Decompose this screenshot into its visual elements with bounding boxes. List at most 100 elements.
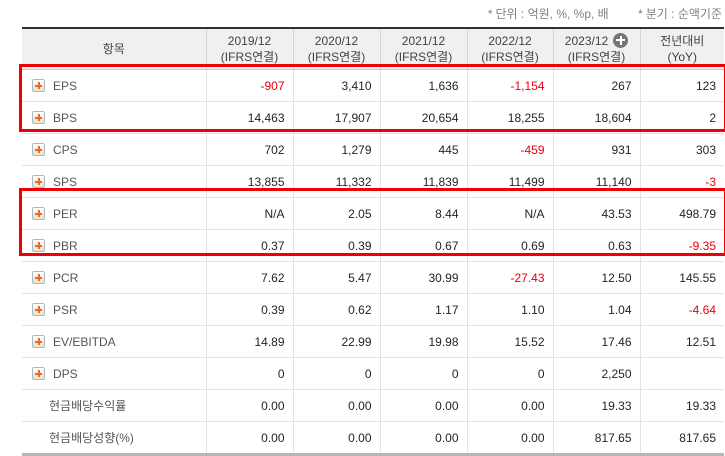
value-cell: 14,463 [205, 101, 293, 134]
financial-ratios-table: 항목 2019/12 (IFRS연결) 2020/12 (IFRS연결) 2021/12… [22, 27, 724, 456]
row-label-cell: PER [22, 197, 206, 230]
column-period-label: 2020/12 [314, 33, 359, 48]
value-cell: N/A [205, 197, 293, 230]
value-cell: -9.35 [639, 229, 724, 262]
expand-row-icon[interactable] [32, 366, 45, 380]
table-row: SPS 13,855 11,332 11,839 11,499 11,140 -3 [22, 165, 724, 198]
value-cell: 18,604 [552, 101, 640, 134]
value-cell: 14.89 [205, 325, 293, 358]
row-label: BPS [53, 110, 78, 125]
value-cell: 0 [292, 357, 380, 390]
value-cell: 11,140 [552, 165, 640, 198]
row-label: PBR [53, 238, 78, 253]
value-cell: 43.53 [552, 197, 640, 230]
period-note-text: 분기 : 순액기준 [645, 7, 722, 21]
row-label-cell: EPS [22, 69, 206, 102]
header-row: 항목 2019/12 (IFRS연결) 2020/12 (IFRS연결) 2021/12… [22, 27, 724, 70]
value-cell: 123 [639, 69, 724, 102]
value-cell: 0.00 [205, 389, 293, 422]
period-column-header: 2022/12 (IFRS연결) [466, 27, 553, 70]
table-row: 현금배당수익률 0.00 0.00 0.00 0.00 19.33 19.33 [22, 389, 724, 422]
row-label: DPS [53, 366, 78, 381]
value-cell: 19.33 [552, 389, 640, 422]
value-cell: 0.69 [466, 229, 553, 262]
period-column-header: 전년대비 (YoY) [639, 27, 724, 70]
period-column-header: 2019/12 (IFRS연결) [205, 27, 293, 70]
value-cell: 702 [205, 133, 293, 166]
value-cell: -459 [466, 133, 553, 166]
value-cell: 20,654 [379, 101, 467, 134]
value-cell: 267 [552, 69, 640, 102]
value-cell: 5.47 [292, 261, 380, 294]
expand-all-columns-icon[interactable] [613, 32, 629, 48]
value-cell: 3,410 [292, 69, 380, 102]
value-cell: N/A [466, 197, 553, 230]
period-column-header: 2023/12 (IFRS연결) [552, 27, 640, 70]
table-row: 현금배당성향(%) 0.00 0.00 0.00 0.00 817.65 817.65 [22, 421, 724, 456]
column-basis-label: (IFRS연결) [394, 50, 453, 64]
value-cell: 0.00 [379, 389, 467, 422]
expand-row-icon[interactable] [32, 334, 45, 348]
value-cell: 498.79 [639, 197, 724, 230]
unit-note: * 단위 : 억원, %, %p, 배 [488, 7, 609, 21]
value-cell: -27.43 [466, 261, 553, 294]
financial-ratios-table-wrap: 항목 2019/12 (IFRS연결) 2020/12 (IFRS연결) 2021/12… [19, 27, 725, 456]
value-cell: 817.65 [552, 421, 640, 456]
value-cell: 7.62 [205, 261, 293, 294]
expand-row-icon[interactable] [32, 206, 45, 220]
table-row: DPS 0 0 0 0 2,250 [22, 357, 724, 390]
table-body: EPS -907 3,410 1,636 -1,154 267 123 BPS 14,463 17… [22, 69, 724, 456]
row-label: PCR [53, 270, 79, 285]
row-label-cell: SPS [22, 165, 206, 198]
value-cell: 19.98 [379, 325, 467, 358]
period-column-header: 2021/12 (IFRS연결) [379, 27, 467, 70]
row-label: 현금배당수익률 [49, 399, 127, 413]
expand-row-icon[interactable] [32, 78, 45, 92]
value-cell: 11,332 [292, 165, 380, 198]
value-cell: 15.52 [466, 325, 553, 358]
value-cell: -907 [205, 69, 293, 102]
row-label-cell: CPS [22, 133, 206, 166]
note-marker: * [638, 7, 643, 21]
value-cell: 2,250 [552, 357, 640, 390]
value-cell: 19.33 [639, 389, 724, 422]
expand-row-icon[interactable] [32, 110, 45, 124]
expand-row-icon[interactable] [32, 238, 45, 252]
value-cell: 0.00 [466, 421, 553, 456]
value-cell: 1.17 [379, 293, 467, 326]
column-period-label: 2019/12 [227, 33, 272, 48]
value-cell: 17.46 [552, 325, 640, 358]
table-row: CPS 702 1,279 445 -459 931 303 [22, 133, 724, 166]
value-cell: 1,636 [379, 69, 467, 102]
row-label-cell: BPS [22, 101, 206, 134]
row-label: EPS [53, 78, 78, 93]
row-label-cell: EV/EBITDA [22, 325, 206, 358]
value-cell: 22.99 [292, 325, 380, 358]
note-marker: * [487, 7, 493, 21]
value-cell: 931 [552, 133, 640, 166]
expand-row-icon[interactable] [32, 142, 45, 156]
value-cell: 303 [639, 133, 724, 166]
row-label: 현금배당성향(%) [49, 431, 134, 445]
expand-row-icon[interactable] [32, 174, 45, 188]
table-row: EV/EBITDA 14.89 22.99 19.98 15.52 17.46 12.51 [22, 325, 724, 358]
column-basis-label: (IFRS연결) [220, 50, 279, 64]
expand-row-icon[interactable] [32, 270, 45, 284]
expand-row-icon[interactable] [32, 302, 45, 316]
value-cell: 1.04 [552, 293, 640, 326]
row-label: PSR [53, 302, 78, 317]
value-cell: 0.00 [466, 389, 553, 422]
column-basis-label: (IFRS연결) [567, 50, 626, 64]
value-cell: 0.39 [292, 229, 380, 262]
value-cell: -4.64 [639, 293, 724, 326]
row-label-cell: PCR [22, 261, 206, 294]
row-label-cell: PBR [22, 229, 206, 262]
value-cell: 12.50 [552, 261, 640, 294]
value-cell: 0.00 [292, 389, 380, 422]
row-label-cell: DPS [22, 357, 206, 390]
value-cell: 0.63 [552, 229, 640, 262]
row-label: SPS [53, 174, 78, 189]
value-cell: 817.65 [639, 421, 724, 456]
column-basis-label: (IFRS연결) [481, 50, 539, 64]
table-row: PSR 0.39 0.62 1.17 1.10 1.04 -4.64 [22, 293, 724, 326]
